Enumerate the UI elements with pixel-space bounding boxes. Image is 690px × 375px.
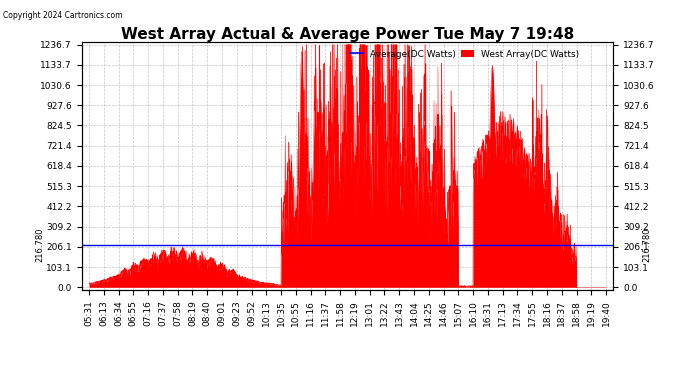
- Text: Copyright 2024 Cartronics.com: Copyright 2024 Cartronics.com: [3, 11, 123, 20]
- Legend: Average(DC Watts), West Array(DC Watts): Average(DC Watts), West Array(DC Watts): [346, 46, 583, 62]
- Text: 216.780: 216.780: [642, 228, 651, 262]
- Text: 216.780: 216.780: [35, 228, 44, 262]
- Title: West Array Actual & Average Power Tue May 7 19:48: West Array Actual & Average Power Tue Ma…: [121, 27, 574, 42]
